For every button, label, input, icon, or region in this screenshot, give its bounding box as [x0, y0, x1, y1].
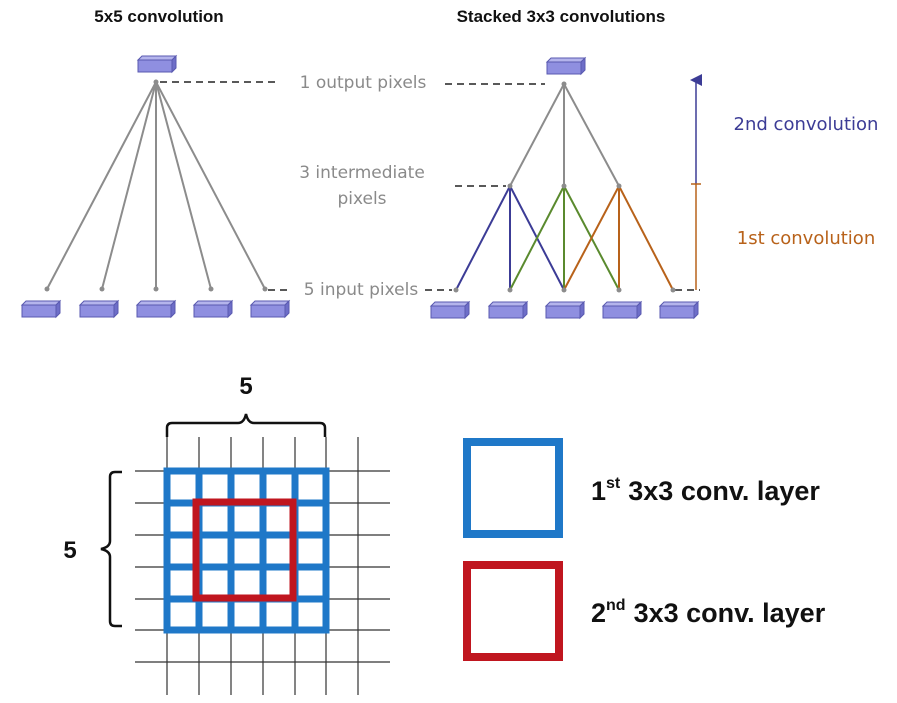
- left-input-pixel: [20, 299, 62, 319]
- width-brace: [165, 413, 327, 437]
- first-layer-outline: [163, 467, 330, 634]
- left-input-pixel: [135, 299, 177, 319]
- legend-label-first: 1st 3x3 conv. layer: [591, 475, 820, 506]
- left-connector-dots: [44, 79, 268, 292]
- output-pixels-label: 1 output pixels: [300, 73, 427, 93]
- left-connectors: [46, 81, 266, 290]
- right-connector-dots: [453, 81, 676, 293]
- height-brace: [100, 470, 122, 628]
- first-conv-connectors-orange: [563, 185, 674, 291]
- intermediate-pixels-label-line2: pixels: [337, 189, 386, 209]
- width-label: 5: [239, 373, 252, 400]
- layer-span-arrow: [690, 74, 702, 290]
- left-output-pixel: [136, 54, 178, 74]
- left-convolution-diagram: [20, 54, 291, 319]
- left-input-pixels: [20, 299, 291, 319]
- first-conv-connectors-blue: [455, 185, 565, 291]
- right-input-pixel: [601, 300, 643, 320]
- first-conv-connectors-green: [509, 185, 620, 291]
- first-layer-grid: [163, 467, 330, 634]
- left-input-pixel: [78, 299, 120, 319]
- second-layer-outline: [192, 498, 297, 602]
- right-input-pixel: [487, 300, 529, 320]
- left-diagram-title: 5x5 convolution: [94, 7, 223, 26]
- second-conv-connectors: [509, 83, 620, 187]
- left-connector-1: [46, 81, 157, 290]
- legend-swatch-blue: [463, 438, 563, 538]
- right-diagram-title: Stacked 3x3 convolutions: [457, 7, 666, 26]
- left-input-pixel: [249, 299, 291, 319]
- input-pixels-label: 5 input pixels: [304, 280, 419, 300]
- second-convolution-label: 2nd convolution: [734, 114, 879, 135]
- left-input-pixel: [192, 299, 234, 319]
- right-input-pixel: [544, 300, 586, 320]
- left-connector-5: [155, 81, 266, 290]
- legend-item-second-layer: 2nd 3x3 conv. layer: [463, 561, 826, 661]
- intermediate-pixels-label-line1: 3 intermediate: [299, 163, 425, 183]
- legend-swatch-red: [463, 561, 563, 661]
- dashed-leaders: [160, 81, 700, 291]
- right-input-pixels: [429, 300, 700, 320]
- legend: 1st 3x3 conv. layer 2nd 3x3 conv. layer: [463, 438, 826, 661]
- receptive-field-grid: [135, 437, 390, 695]
- right-input-pixel: [658, 300, 700, 320]
- left-connector-4: [155, 81, 212, 290]
- right-input-pixel: [429, 300, 471, 320]
- right-output-pixel: [545, 56, 587, 76]
- left-connector-2: [101, 81, 157, 290]
- legend-label-second: 2nd 3x3 conv. layer: [591, 597, 826, 628]
- right-convolution-diagram: [429, 56, 700, 320]
- legend-item-first-layer: 1st 3x3 conv. layer: [463, 438, 820, 538]
- first-convolution-label: 1st convolution: [737, 228, 875, 249]
- height-label: 5: [63, 537, 76, 564]
